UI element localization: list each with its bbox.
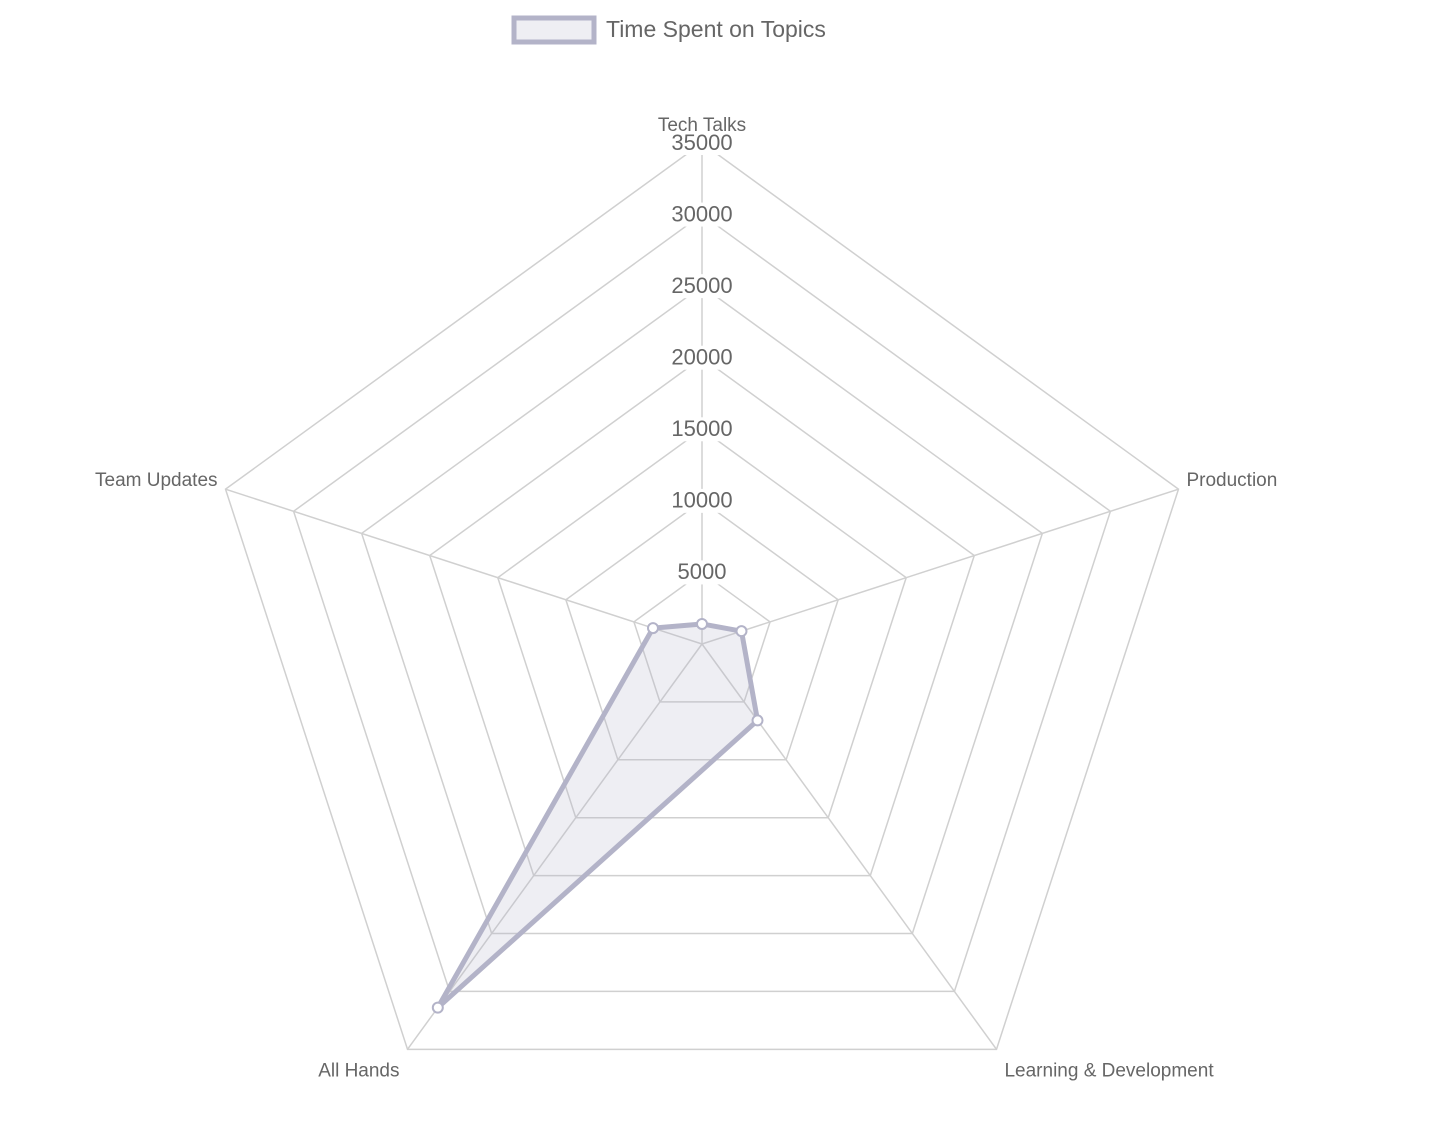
spoke	[406, 643, 703, 1050]
tick-backdrop	[666, 202, 738, 227]
data-point	[646, 622, 659, 635]
grid-ring	[360, 285, 1044, 935]
tick-label: 5000	[678, 559, 727, 584]
spoke	[225, 488, 703, 645]
tick-label: 20000	[671, 345, 732, 370]
spoke	[701, 643, 998, 1050]
tick-backdrop	[666, 560, 738, 585]
tick-label: 30000	[671, 201, 732, 226]
data-point	[696, 617, 708, 630]
point-label: Production	[1186, 470, 1277, 491]
plot	[431, 617, 764, 1014]
data-point	[751, 714, 764, 727]
point-label: Tech Talks	[658, 115, 746, 136]
grid: 5000 10000 15000 20000 25000 30000 35000	[224, 130, 1180, 1051]
grid-ring	[496, 428, 908, 819]
tick-backdrop	[666, 131, 738, 155]
legend-label: Time Spent on Topics	[606, 16, 826, 42]
data-point	[431, 1001, 444, 1014]
tick-backdrop	[666, 417, 738, 442]
point-label: Team Updates	[95, 470, 218, 491]
legend-swatch	[511, 15, 597, 45]
data-point	[735, 625, 748, 638]
grid-ring	[564, 499, 840, 761]
tick-backdrop	[666, 274, 738, 299]
grid-ring	[633, 571, 771, 703]
series-area	[435, 621, 761, 1011]
tick-label: 10000	[671, 488, 732, 513]
spoke	[701, 488, 1179, 645]
labels: Tech Talks Production Learning & Developme…	[95, 15, 1277, 1081]
grid-ring	[224, 142, 1180, 1051]
tick-label: 35000	[671, 130, 732, 155]
tick-backdrop	[666, 488, 738, 513]
tick-backdrop	[666, 345, 738, 370]
point-label: Learning & Development	[1004, 1060, 1214, 1081]
point-label: All Hands	[318, 1060, 399, 1081]
grid-ring	[428, 356, 976, 877]
tick-label: 25000	[671, 273, 732, 298]
tick-label: 15000	[671, 416, 732, 441]
grid-ring	[292, 213, 1112, 993]
